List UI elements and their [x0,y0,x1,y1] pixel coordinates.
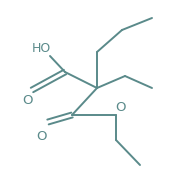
Text: O: O [115,100,125,114]
Text: O: O [36,130,46,142]
Text: O: O [22,94,33,107]
Text: HO: HO [32,42,51,54]
